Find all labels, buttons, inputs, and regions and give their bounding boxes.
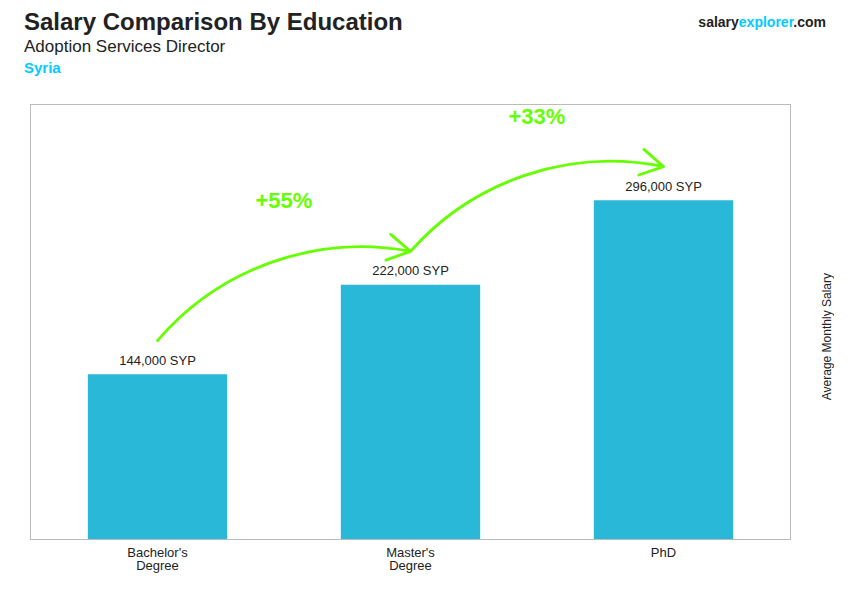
html-text:Salary Comparison By Education: Salary Comparison By Education (24, 8, 403, 35)
svg-text:Bachelor'sDegree: Bachelor'sDegree (127, 545, 188, 573)
html-text:salary explorer.com: salary explorer.com (698, 14, 826, 30)
svg-text:+55%: +55% (255, 188, 312, 213)
svg-text:PhD: PhD (651, 545, 676, 560)
svg-text:296,000 SYP: 296,000 SYP (625, 179, 702, 194)
svg-text:222,000 SYP: 222,000 SYP (372, 263, 449, 278)
html-text:Average Monthly Salary: Average Monthly Salary (820, 272, 834, 401)
svg-text:Master'sDegree: Master'sDegree (386, 545, 435, 573)
svg-text:144,000 SYP: 144,000 SYP (119, 353, 196, 368)
svg-text:+33%: +33% (508, 104, 565, 129)
html-text:Adoption Services Director: Adoption Services Director (24, 37, 226, 56)
html-text:Syria: Syria (24, 59, 61, 76)
